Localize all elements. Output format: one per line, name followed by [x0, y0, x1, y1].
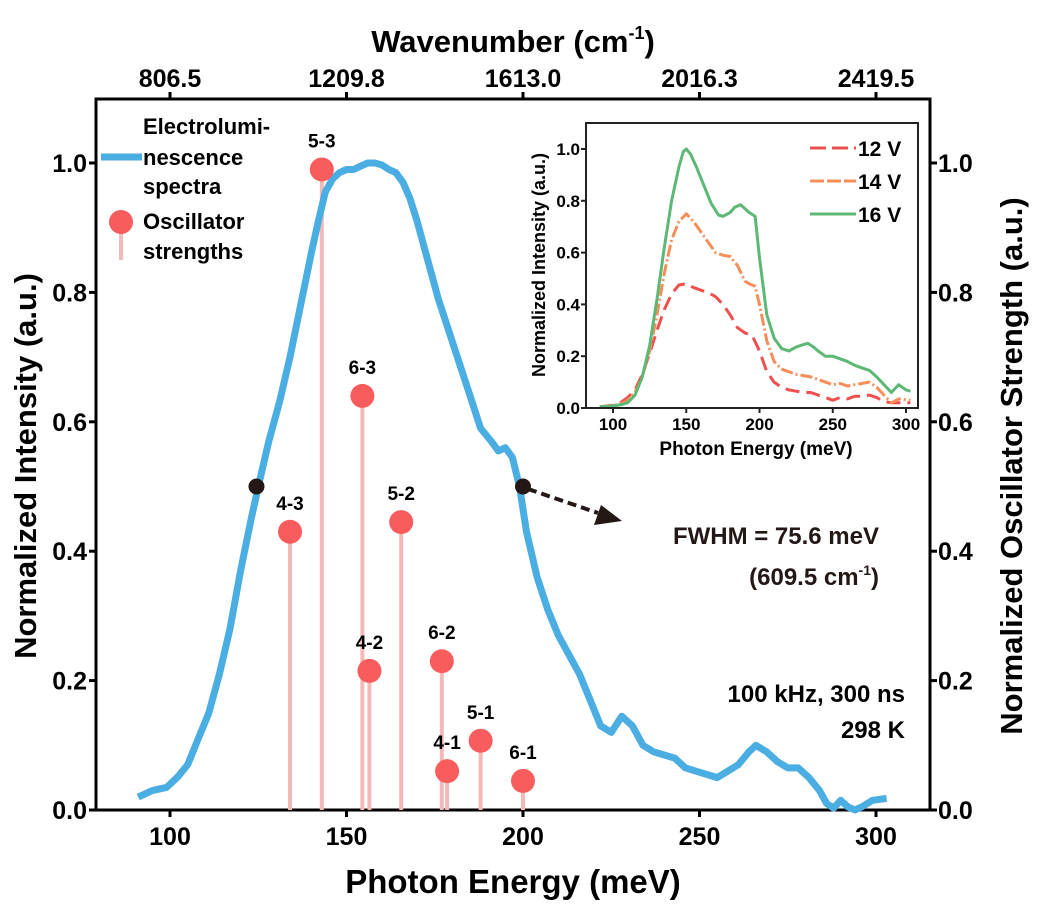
conditions-label-2: 298 K	[841, 717, 906, 744]
oscillator-marker	[389, 510, 414, 535]
oscillator-label: 5-2	[387, 484, 414, 505]
y-tick-label-right: 0.8	[938, 279, 973, 307]
y-tick-label: 1.0	[52, 150, 87, 178]
oscillator-marker	[350, 383, 375, 408]
legend-label-osc-1: Oscillator	[143, 209, 245, 234]
oscillator-marker	[511, 768, 535, 793]
y-tick-label-right: 0.4	[938, 538, 973, 566]
oscillator-label: 5-1	[467, 703, 495, 724]
main-plot-frame	[94, 97, 932, 812]
conditions-label-1: 100 kHz, 300 ns	[728, 681, 905, 708]
inset-y-tick-label: 0.4	[556, 295, 580, 314]
y-tick-label: 0.0	[52, 797, 87, 825]
y-tick-label: 0.6	[52, 409, 87, 437]
fwhm-label: FWHM = 75.6 meV	[673, 523, 879, 550]
fwhm-markers	[248, 478, 531, 495]
oscillator-marker	[429, 649, 454, 674]
legend-label-osc-2: strengths	[143, 239, 243, 264]
inset-y-tick-label: 0.8	[556, 192, 580, 211]
x-tick-label: 250	[679, 823, 721, 851]
oscillator-label: 6-1	[509, 743, 537, 764]
oscillator-label: 6-3	[349, 358, 376, 379]
oscillator-marker	[468, 728, 493, 753]
oscillator-label: 4-1	[433, 733, 461, 754]
inset-line-12v	[599, 282, 911, 409]
y-tick-label: 0.2	[52, 668, 87, 696]
y-tick-label-right: 0.2	[938, 668, 973, 696]
main-x-axis-label: Photon Energy (meV)	[345, 863, 681, 900]
inset-frame	[585, 122, 919, 409]
inset-x-tick-label: 100	[599, 415, 627, 434]
main-top-axis-label: Wavenumber (cm-1)	[371, 23, 655, 59]
inset-x-axis: 100 150 200 250 300	[599, 408, 920, 434]
main-left-y-axis-label: Normalized Intensity (a.u.)	[8, 273, 43, 659]
oscillator-label: 4-3	[276, 494, 303, 515]
fwhm-arrow-line	[527, 487, 599, 515]
oscillator-marker	[435, 759, 460, 784]
inset-y-tick-label: 0.2	[556, 347, 580, 366]
top-tick-label: 2016.3	[661, 65, 737, 93]
inset-legend: 12 V 14 V 16 V	[810, 138, 901, 227]
inset-legend-label: 16 V	[858, 204, 901, 227]
y-tick-label-right: 0.0	[938, 797, 973, 825]
inset-plot-area	[585, 122, 919, 409]
inset-y-tick-label: 0.0	[556, 399, 580, 418]
inset-x-tick-label: 200	[745, 415, 773, 434]
main-x-axis: 100 150 200 250 300	[149, 810, 897, 851]
inset-chart: 100 150 200 250 300 0.0 0.2 0.4 0.6 0.8 1.0 Photo…	[529, 122, 920, 460]
x-tick-label: 200	[502, 823, 544, 851]
inset-y-tick-label: 1.0	[556, 140, 580, 159]
oscillator-label: 4-2	[356, 633, 383, 654]
top-tick-label: 2419.5	[838, 65, 915, 93]
oscillator-markers: 4-3 5-3 6-3 4-2 5-2 6-2 4-1 5-1 6-1	[276, 131, 537, 793]
top-tick-label: 1613.0	[485, 65, 561, 93]
legend-marker-swatch	[109, 210, 133, 234]
inset-y-axis-label: Normalized Intensity (a.u.)	[529, 153, 549, 377]
oscillator-label: 6-2	[428, 623, 455, 644]
inset-x-tick-label: 300	[892, 415, 920, 434]
inset-x-tick-label: 150	[672, 415, 700, 434]
oscillator-marker	[278, 519, 303, 544]
inset-legend-label: 14 V	[858, 171, 901, 194]
fwhm-label-cm: (609.5 cm-1)	[749, 562, 879, 591]
top-tick-label: 1209.8	[308, 65, 385, 93]
inset-y-tick-label: 0.6	[556, 244, 580, 263]
oscillator-label: 5-3	[308, 131, 335, 152]
inset-line-14v	[599, 212, 911, 409]
y-tick-label: 0.8	[52, 279, 87, 307]
x-tick-label: 300	[855, 823, 897, 851]
oscillator-stems	[288, 169, 525, 810]
main-top-axis: 806.5 1209.8 1613.0 2016.3 2419.5	[139, 65, 915, 99]
main-right-y-axis: 0.0 0.2 0.4 0.6 0.8 1.0	[930, 150, 973, 825]
oscillator-marker	[309, 157, 334, 182]
y-tick-label: 0.4	[52, 538, 87, 566]
legend-label-el-1: Electrolumi-	[143, 114, 270, 139]
main-left-y-axis: 0.0 0.2 0.4 0.6 0.8 1.0	[52, 150, 96, 825]
legend-label-el-2: nescence	[143, 145, 243, 170]
main-legend: Electrolumi- nescence spectra Oscillator…	[101, 114, 270, 264]
y-tick-label-right: 1.0	[938, 150, 973, 178]
inset-x-tick-label: 250	[819, 415, 847, 434]
fwhm-point	[515, 478, 531, 495]
legend-label-el-3: spectra	[143, 174, 222, 199]
inset-y-axis: 0.0 0.2 0.4 0.6 0.8 1.0	[556, 140, 586, 418]
x-tick-label: 150	[326, 823, 368, 851]
electroluminescence-line	[136, 159, 888, 814]
main-right-y-axis-label: Normalized Oscillator Strength (a.u.)	[994, 197, 1029, 734]
fwhm-point	[248, 478, 265, 495]
x-tick-label: 100	[149, 823, 191, 851]
inset-x-axis-label: Photon Energy (meV)	[659, 439, 852, 460]
oscillator-marker	[357, 658, 382, 683]
inset-series	[599, 147, 911, 409]
top-tick-label: 806.5	[139, 65, 202, 93]
inset-legend-label: 12 V	[858, 138, 901, 161]
fwhm-arrow-head	[594, 505, 622, 525]
y-tick-label-right: 0.6	[938, 409, 973, 437]
inset-line-16v	[599, 147, 911, 409]
